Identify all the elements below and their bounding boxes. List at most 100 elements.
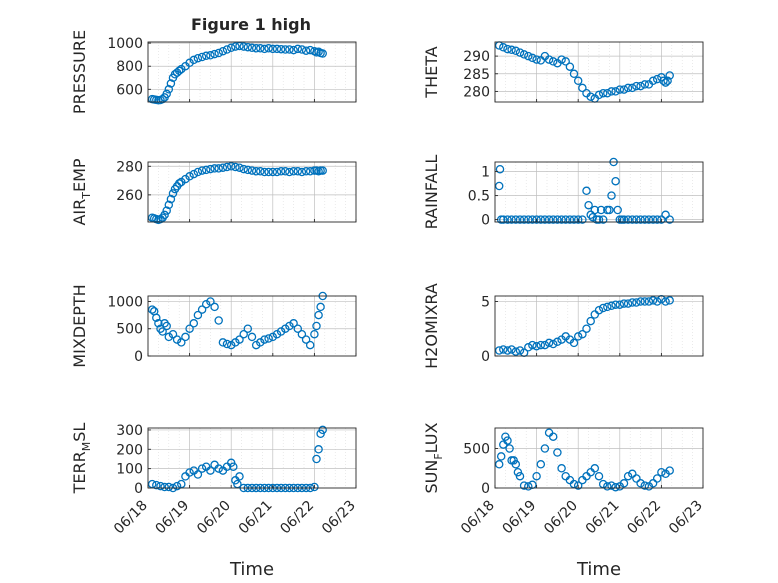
data-point (264, 167, 273, 177)
data-point (193, 470, 203, 479)
data-point (152, 480, 161, 490)
data-point (201, 51, 211, 61)
data-point (544, 55, 554, 64)
data-point (268, 167, 278, 177)
data-point (197, 52, 207, 62)
data-point (573, 76, 583, 86)
y-tick-label: 500 (116, 322, 143, 338)
data-point (256, 44, 265, 53)
data-point (189, 169, 199, 179)
data-point (310, 482, 319, 492)
axes-box (147, 295, 357, 357)
y-tick-label: 200 (116, 442, 143, 458)
data-point (256, 338, 265, 347)
axes-box (494, 427, 704, 489)
data-point (260, 167, 269, 177)
data-point (272, 44, 282, 54)
data-point (632, 215, 641, 224)
data-point (247, 43, 257, 53)
data-point (276, 44, 286, 54)
axes-box (147, 427, 357, 489)
data-point (657, 467, 666, 477)
data-point (197, 166, 207, 175)
data-point (214, 164, 223, 173)
data-point (193, 310, 203, 320)
data-point (503, 215, 512, 224)
data-point (619, 215, 629, 224)
data-point (301, 46, 311, 55)
data-point (515, 215, 525, 224)
y-axis-label: RAINFALL (422, 155, 441, 230)
data-point (181, 174, 190, 184)
data-point (553, 448, 562, 457)
data-point (305, 340, 315, 350)
data-point (511, 46, 521, 56)
data-point (507, 45, 516, 55)
data-point (594, 305, 604, 315)
x-axis-label: Time (229, 559, 274, 580)
y-axis-label: TERRMSL (70, 423, 93, 495)
data-point (189, 55, 199, 65)
y-tick-label: 300 (116, 423, 143, 439)
data-point (260, 44, 269, 54)
data-point (289, 167, 298, 176)
data-point (318, 425, 327, 435)
y-tick-label: 1000 (107, 36, 143, 52)
data-point (297, 329, 307, 339)
data-point (652, 297, 662, 306)
data-point (536, 340, 546, 350)
data-point (598, 303, 608, 313)
data-point (226, 43, 236, 53)
data-point (603, 88, 612, 98)
data-point (663, 76, 672, 86)
y-axis-label-text: RAINFALL (422, 155, 441, 230)
data-point (172, 481, 182, 491)
data-point (247, 332, 257, 342)
data-point (515, 346, 525, 355)
data-point (648, 215, 658, 224)
data-point (659, 76, 668, 86)
data-point (162, 206, 171, 215)
data-point (519, 481, 529, 490)
y-axis-label-text: PRESSURE (70, 30, 89, 114)
data-point (312, 321, 321, 331)
data-point (640, 297, 650, 306)
data-point (611, 176, 620, 186)
data-point (222, 45, 232, 54)
data-point (607, 191, 616, 200)
data-point (598, 215, 608, 224)
data-point (206, 297, 215, 306)
data-point (193, 53, 203, 63)
data-point (231, 42, 240, 51)
data-point (640, 215, 650, 224)
data-point (174, 66, 184, 76)
data-point (318, 49, 327, 58)
data-point (665, 466, 674, 475)
data-point (305, 167, 315, 176)
data-point (511, 460, 521, 469)
data-point (513, 467, 523, 477)
data-point (532, 55, 541, 64)
data-point (578, 215, 587, 224)
data-point (665, 215, 674, 224)
data-point (214, 316, 223, 325)
data-point (152, 313, 161, 323)
data-point (598, 88, 608, 98)
y-tick-label: 5 (481, 294, 490, 310)
data-point (524, 482, 533, 491)
data-point (661, 297, 670, 306)
data-point (548, 339, 558, 349)
data-point (301, 167, 311, 176)
subplot-mixdepth: 0 500 1000 MIXDEPTH (70, 284, 357, 368)
data-point (206, 51, 215, 60)
data-point (644, 215, 654, 224)
data-point (235, 335, 244, 344)
data-point (162, 89, 171, 99)
data-point (239, 329, 248, 339)
data-point (644, 297, 654, 306)
data-point (594, 471, 604, 481)
y-axis-label-text: AIR (70, 199, 89, 226)
data-point (540, 340, 550, 350)
